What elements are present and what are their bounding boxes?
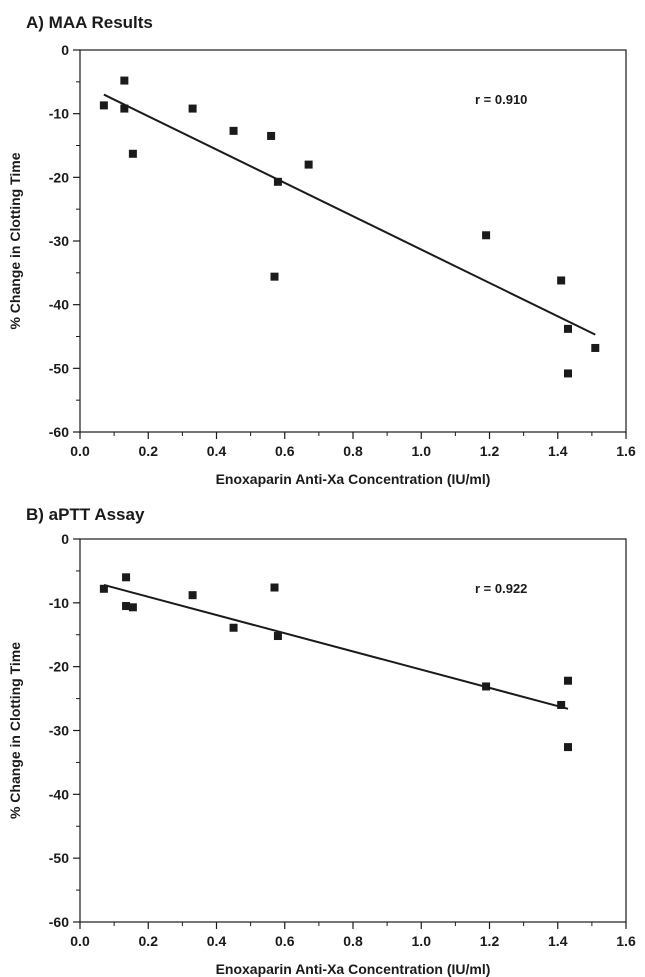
data-point (304, 160, 313, 169)
data-point (270, 583, 279, 592)
y-tick-label: -30 (49, 723, 69, 739)
data-point (128, 603, 137, 612)
data-point (122, 573, 131, 582)
x-tick-label: 0.2 (139, 443, 159, 459)
y-tick-label: -20 (49, 169, 69, 185)
x-tick-label: 0.8 (343, 443, 363, 459)
data-point (563, 369, 572, 378)
data-point (267, 131, 276, 140)
x-tick-label: 1.2 (480, 933, 500, 949)
x-tick-label: 1.4 (548, 933, 568, 949)
x-axis-label: Enoxaparin Anti-Xa Concentration (IU/ml) (216, 471, 491, 487)
regression-line (103, 93, 596, 336)
chart-title: B) aPTT Assay (26, 505, 145, 524)
x-tick-label: 0.8 (343, 933, 363, 949)
data-point (563, 676, 572, 685)
y-tick-label: -30 (49, 233, 69, 249)
y-tick-label: -50 (49, 850, 69, 866)
data-point (229, 623, 238, 632)
data-point (482, 231, 491, 240)
regression-line (103, 583, 569, 710)
data-point (482, 682, 491, 691)
data-point (557, 276, 566, 285)
data-point (122, 602, 131, 611)
x-tick-label: 1.4 (548, 443, 568, 459)
x-tick-label: 1.6 (616, 933, 636, 949)
y-tick-label: -10 (49, 595, 69, 611)
correlation-label: r = 0.922 (475, 581, 527, 596)
data-point (99, 101, 108, 110)
data-point (273, 177, 282, 186)
y-tick-label: 0 (61, 42, 69, 58)
y-tick-label: -40 (49, 297, 69, 313)
x-tick-label: 0.4 (207, 933, 227, 949)
y-tick-label: -20 (49, 659, 69, 675)
data-point (99, 584, 108, 593)
x-tick-label: 1.0 (412, 933, 432, 949)
y-tick-label: -60 (49, 914, 69, 930)
data-point (563, 743, 572, 752)
data-point (188, 104, 197, 113)
x-tick-label: 0.2 (139, 933, 159, 949)
x-tick-label: 0.0 (70, 933, 90, 949)
data-point (120, 76, 129, 85)
plot-frame (79, 538, 627, 923)
x-axis-label: Enoxaparin Anti-Xa Concentration (IU/ml) (216, 961, 491, 977)
x-tick-label: 1.6 (616, 443, 636, 459)
x-tick-label: 0.6 (275, 933, 295, 949)
y-axis-label: % Change in Clotting Time (7, 152, 23, 329)
data-point (188, 591, 197, 600)
chart-panel-a: A) MAA Results 0.0 0.2 0.4 0.6 0.8 1.0 1.2 1.4 1.… (7, 13, 636, 487)
y-tick-label: -40 (49, 786, 69, 802)
chart-title: A) MAA Results (26, 13, 153, 32)
data-point (229, 126, 238, 135)
data-point (128, 149, 137, 158)
data-point (270, 272, 279, 281)
correlation-label: r = 0.910 (475, 92, 527, 107)
y-tick-label: 0 (61, 531, 69, 547)
x-tick-label: 0.4 (207, 443, 227, 459)
data-point (273, 632, 282, 641)
plot-frame (79, 49, 627, 433)
x-tick-label: 0.0 (70, 443, 90, 459)
data-point (563, 324, 572, 333)
x-tick-label: 1.0 (412, 443, 432, 459)
y-tick-label: -60 (49, 424, 69, 440)
x-tick-label: 1.2 (480, 443, 500, 459)
data-point (120, 104, 129, 113)
data-point (557, 700, 566, 709)
y-tick-label: -50 (49, 360, 69, 376)
data-point (591, 343, 600, 352)
chart-panel-b: B) aPTT Assay 0.0 0.2 0.4 0.6 0.8 1.0 1.2 1.4 1.6… (7, 505, 636, 977)
y-tick-label: -10 (49, 106, 69, 122)
x-tick-label: 0.6 (275, 443, 295, 459)
y-axis-label: % Change in Clotting Time (7, 642, 23, 819)
